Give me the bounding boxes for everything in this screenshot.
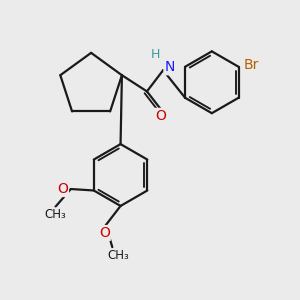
Text: CH₃: CH₃ (45, 208, 66, 221)
Text: Br: Br (243, 58, 259, 72)
Text: CH₃: CH₃ (107, 250, 129, 262)
Text: H: H (151, 48, 160, 62)
Text: O: O (99, 226, 110, 240)
Text: O: O (57, 182, 68, 196)
Text: N: N (164, 60, 175, 74)
Text: O: O (155, 109, 166, 123)
